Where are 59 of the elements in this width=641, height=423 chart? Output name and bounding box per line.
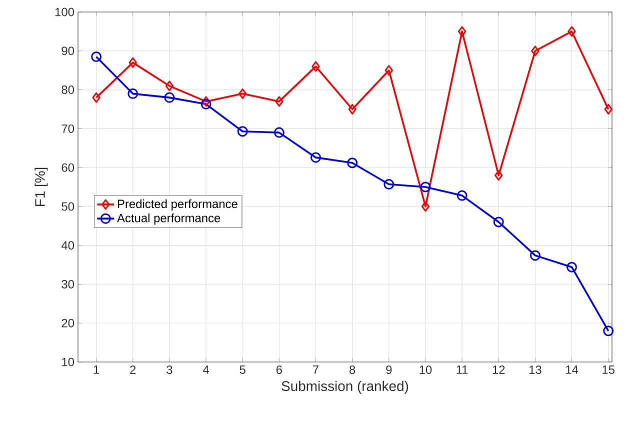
point: [604, 104, 612, 114]
y-axis-title: F1 [%]: [34, 168, 48, 206]
point: [384, 179, 394, 190]
x-tick-label: 7: [313, 366, 318, 374]
legend-label: Predicted performance: [118, 199, 238, 211]
point: [310, 152, 321, 163]
y-tick-label: 80: [62, 86, 74, 94]
point: [128, 88, 138, 99]
x-tick-label: 12: [492, 366, 505, 374]
x-tick-label: 6: [276, 366, 282, 374]
y-tick-label: 40: [61, 241, 74, 250]
point: [128, 57, 137, 68]
x-tick-label: 11: [456, 366, 468, 374]
point: [202, 96, 210, 107]
x-tick-label: 9: [386, 366, 392, 374]
x-tick-label: 14: [566, 366, 578, 374]
x-tick-label: 4: [202, 366, 209, 374]
x-tick-label: 13: [529, 366, 542, 374]
point: [456, 190, 468, 201]
legend-label: Actual performance: [117, 214, 220, 225]
point: [274, 127, 284, 138]
point: [347, 158, 358, 168]
x-axis-title: Submission (ranked): [282, 380, 408, 394]
y-tick-label: 100: [55, 8, 74, 16]
y-tick-label: 70: [62, 124, 74, 133]
point: [348, 104, 356, 114]
point: [238, 88, 247, 99]
point: [458, 26, 466, 37]
y-tick-label: 50: [62, 202, 74, 211]
point: [384, 65, 394, 76]
point: [165, 80, 174, 92]
x-tick-label: 5: [240, 366, 246, 374]
point: [494, 170, 503, 181]
point: [603, 326, 614, 336]
x-tick-label: 3: [166, 366, 172, 374]
y-tick-label: 60: [62, 163, 74, 172]
point: [568, 26, 576, 37]
x-tick-label: 2: [130, 366, 136, 374]
y-tick-label: 10: [62, 358, 74, 366]
point: [421, 201, 430, 212]
point: [164, 92, 175, 103]
point: [531, 46, 540, 56]
point: [312, 61, 320, 72]
x-tick-label: 1: [94, 366, 100, 374]
point: [92, 92, 100, 103]
point: [91, 51, 102, 62]
y-tick-label: 20: [62, 318, 74, 328]
point: [566, 262, 578, 272]
x-tick-label: 15: [602, 366, 614, 374]
x-tick-label: 10: [420, 366, 432, 374]
point: [420, 182, 431, 192]
x-tick-label: 8: [350, 366, 356, 374]
point: [493, 216, 504, 228]
point: [275, 96, 284, 107]
y-tick-label: 30: [62, 280, 74, 288]
point: [200, 98, 212, 110]
point: [237, 126, 248, 137]
y-tick-label: 90: [62, 46, 74, 56]
point: [530, 250, 540, 261]
